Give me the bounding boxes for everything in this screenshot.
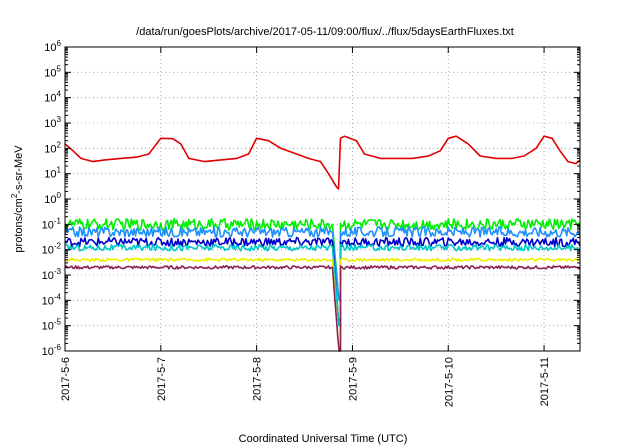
- y-tick-base: 10: [42, 346, 54, 358]
- x-tick-label: 2017-5-6: [60, 357, 72, 401]
- ticks: 10-610-510-410-310-210-11001011021031041…: [42, 39, 580, 407]
- series-line: [64, 217, 581, 302]
- y-tick-label: 10-2: [42, 242, 62, 257]
- x-axis-label: Coordinated Universal Time (UTC): [239, 433, 408, 445]
- y-axis-label: protons/cm2-s-sr-MeV: [10, 145, 25, 253]
- y-tick-exp: -5: [54, 318, 62, 327]
- y-tick-label: 10-6: [42, 343, 62, 358]
- y-axis-label-base: protons/cm: [13, 198, 25, 252]
- y-tick-base: 10: [44, 194, 56, 206]
- y-axis-label-sup: 2: [10, 193, 19, 198]
- y-tick-base: 10: [44, 143, 56, 155]
- series-line: [64, 243, 581, 327]
- x-tick-label: 2017-5-10: [443, 357, 455, 407]
- y-tick-exp: 5: [57, 64, 62, 73]
- y-tick-base: 10: [42, 219, 54, 231]
- y-tick-label: 10-3: [42, 267, 62, 282]
- y-tick-base: 10: [44, 67, 56, 79]
- y-tick-exp: 3: [57, 115, 62, 124]
- y-tick-base: 10: [42, 270, 54, 282]
- y-tick-exp: 4: [57, 90, 62, 99]
- y-tick-base: 10: [44, 118, 56, 130]
- y-tick-exp: 6: [57, 39, 62, 48]
- x-tick-label: 2017-5-11: [539, 357, 551, 406]
- y-tick-exp: -1: [54, 216, 62, 225]
- y-tick-base: 10: [42, 321, 54, 333]
- series-line: [64, 135, 581, 190]
- series-line: [64, 236, 581, 327]
- y-tick-base: 10: [44, 42, 56, 54]
- series-group: [64, 135, 581, 352]
- x-tick-label: 2017-5-7: [156, 357, 168, 401]
- y-tick-label: 10-4: [42, 292, 62, 307]
- series-line: [64, 257, 581, 352]
- y-tick-exp: -2: [54, 242, 62, 251]
- y-tick-exp: -6: [54, 343, 62, 352]
- y-tick-label: 105: [44, 64, 61, 79]
- y-tick-exp: -3: [54, 267, 62, 276]
- y-tick-base: 10: [42, 295, 54, 307]
- y-tick-exp: 2: [57, 140, 62, 149]
- x-tick-label: 2017-5-9: [347, 357, 359, 401]
- x-tick-label: 2017-5-8: [252, 357, 264, 401]
- y-tick-label: 103: [44, 115, 61, 130]
- y-tick-label: 104: [44, 90, 61, 105]
- series-line: [64, 265, 581, 352]
- y-tick-exp: 1: [57, 166, 62, 175]
- y-tick-label: 10-5: [42, 318, 62, 333]
- y-tick-label: 10-1: [42, 216, 62, 231]
- y-tick-base: 10: [44, 169, 56, 181]
- y-tick-label: 106: [44, 39, 61, 54]
- chart-title: /data/run/goesPlots/archive/2017-05-11/0…: [136, 26, 514, 38]
- y-tick-label: 102: [44, 140, 61, 155]
- y-tick-exp: 0: [57, 191, 62, 200]
- y-axis-label-rest: -s-sr-MeV: [13, 145, 25, 194]
- y-tick-base: 10: [44, 93, 56, 105]
- y-tick-exp: -4: [54, 292, 62, 301]
- y-tick-label: 101: [44, 166, 61, 181]
- grid: [65, 47, 580, 351]
- y-tick-base: 10: [42, 245, 54, 257]
- series-line: [64, 226, 581, 302]
- y-tick-label: 100: [44, 191, 61, 206]
